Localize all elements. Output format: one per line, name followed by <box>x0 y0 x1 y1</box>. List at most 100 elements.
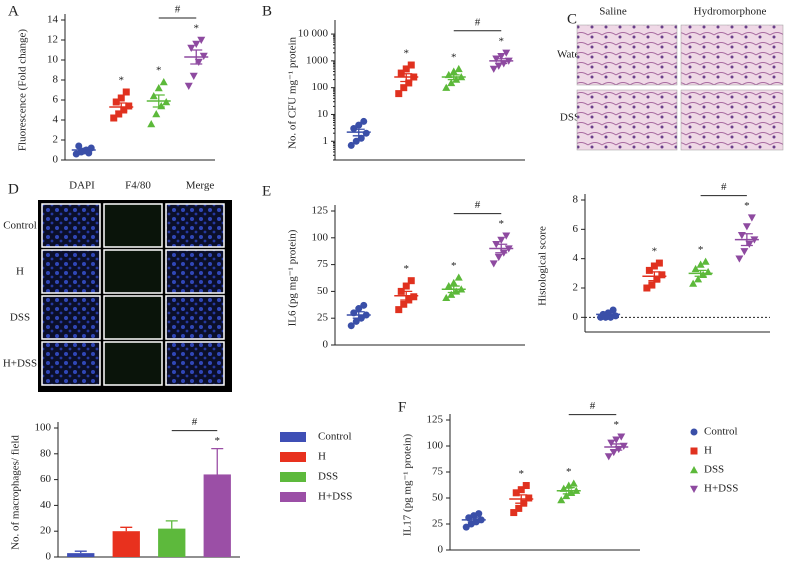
data-point <box>510 509 518 517</box>
data-point <box>405 79 413 87</box>
bracket-label: # <box>475 16 481 28</box>
sem-bar <box>352 311 365 319</box>
data-point <box>407 61 415 69</box>
legend-swatch <box>280 452 306 462</box>
row-label: H+DSS <box>3 358 37 370</box>
legend-label: H+DSS <box>318 491 352 503</box>
data-point <box>117 94 125 102</box>
data-point <box>449 67 458 75</box>
panel-letter: D <box>8 181 19 197</box>
micrograph <box>103 203 163 248</box>
error-bar <box>74 550 87 554</box>
sem-bar <box>77 147 90 153</box>
data-point <box>197 36 206 44</box>
sem-bar <box>467 517 480 523</box>
data-point <box>347 322 355 330</box>
bracket-label: # <box>175 4 181 16</box>
data-point <box>447 78 456 87</box>
data-point <box>454 64 463 73</box>
y-tick-label: 10 <box>317 108 329 120</box>
data-point <box>494 62 503 70</box>
micrograph <box>41 295 101 340</box>
y-tick-label: 0 <box>46 551 52 563</box>
data-point <box>604 453 613 461</box>
bracket-label: # <box>590 400 596 412</box>
significance-star: * <box>499 35 505 47</box>
significance-star: * <box>499 218 505 230</box>
micrograph <box>576 24 678 86</box>
y-axis-label: No. of CFU mg⁻¹ protein <box>287 36 299 149</box>
significance-star: * <box>744 200 750 212</box>
data-point <box>192 40 201 48</box>
bar <box>112 531 140 557</box>
data-point <box>494 253 503 262</box>
legend-swatch <box>280 432 306 442</box>
micrograph <box>103 341 163 386</box>
y-tick-label: 50 <box>432 492 444 504</box>
panel-letter: B <box>262 3 272 19</box>
panel-letter: C <box>567 11 577 27</box>
data-point <box>569 479 578 487</box>
data-point <box>122 88 130 96</box>
sem-bar <box>447 285 460 294</box>
y-tick-label: 50 <box>317 285 329 297</box>
data-point <box>655 259 663 267</box>
data-point <box>747 214 756 222</box>
data-point <box>407 277 415 285</box>
data-point <box>557 496 566 504</box>
y-tick-label: 0 <box>438 544 444 556</box>
data-point <box>689 279 698 287</box>
data-point <box>517 486 525 494</box>
panel-letter: E <box>262 183 271 199</box>
data-point <box>350 124 358 132</box>
significance-star: * <box>194 23 200 35</box>
y-tick-label: 60 <box>40 473 52 485</box>
y-tick-label: 2 <box>573 282 579 294</box>
y-tick-label: 2 <box>53 134 59 146</box>
y-tick-label: 1000 <box>306 54 329 66</box>
data-point <box>395 90 403 98</box>
data-point <box>402 282 410 290</box>
y-tick-label: 4 <box>573 252 579 264</box>
y-tick-label: 10 000 <box>298 28 329 40</box>
data-point <box>740 248 749 256</box>
data-point <box>609 306 617 314</box>
micrograph <box>41 203 101 248</box>
data-point <box>515 504 523 512</box>
micrograph <box>680 24 784 86</box>
y-tick-label: 75 <box>432 466 444 478</box>
y-tick-label: 8 <box>573 194 579 206</box>
significance-star: * <box>215 435 221 447</box>
data-point <box>442 293 451 302</box>
y-tick-label: 8 <box>53 74 59 86</box>
y-tick-label: 0 <box>573 311 579 323</box>
sem-bar <box>648 271 661 282</box>
y-tick-label: 25 <box>432 518 444 530</box>
legend-marker <box>690 485 698 493</box>
significance-star: * <box>451 51 457 63</box>
micrograph <box>576 89 678 151</box>
y-axis-label: Fluorescence (Fold change) <box>17 29 29 152</box>
column-label: F4/80 <box>125 180 151 192</box>
data-point <box>742 223 751 231</box>
data-point <box>645 266 653 274</box>
data-point <box>159 78 168 86</box>
sem-bar <box>352 128 365 137</box>
significance-star: * <box>614 419 620 431</box>
sem-bar <box>515 494 528 504</box>
y-tick-label: 6 <box>573 223 579 235</box>
sem-bar <box>115 102 128 112</box>
significance-star: * <box>566 466 572 478</box>
y-tick-label: 4 <box>53 114 59 126</box>
micrograph <box>165 249 225 294</box>
data-point <box>694 275 703 283</box>
bracket-label: # <box>721 181 727 193</box>
sem-bar <box>495 58 508 65</box>
data-point <box>502 232 511 240</box>
y-tick-label: 6 <box>53 94 59 106</box>
sem-bar <box>495 243 508 254</box>
data-point <box>653 275 661 283</box>
data-point <box>447 290 456 298</box>
y-tick-label: 80 <box>40 447 52 459</box>
bar <box>67 553 95 557</box>
